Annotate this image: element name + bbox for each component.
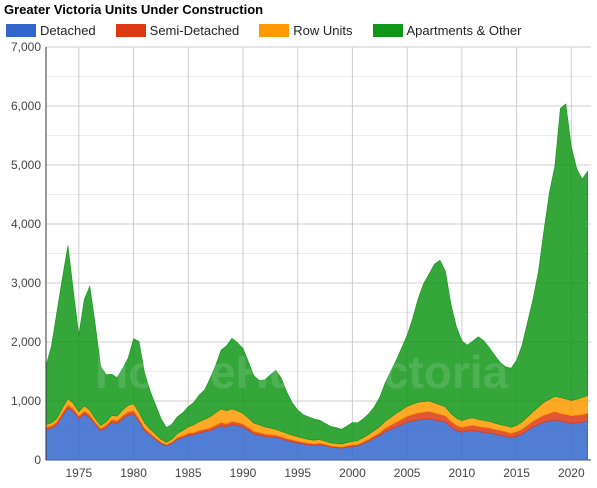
x-tick-label: 1985 (175, 466, 202, 480)
x-tick-label: 2005 (394, 466, 421, 480)
legend-item-row-units[interactable]: Row Units (259, 22, 353, 38)
legend: Detached Semi-Detached Row Units Apartme… (6, 22, 541, 38)
legend-label-apartments-other: Apartments & Other (406, 22, 522, 38)
y-tick-label: 3,000 (11, 276, 41, 290)
y-tick-label: 5,000 (11, 158, 41, 172)
legend-item-semi-detached[interactable]: Semi-Detached (115, 22, 240, 38)
legend-swatch-apartments-other (372, 23, 403, 37)
x-tick-label: 1995 (284, 466, 311, 480)
y-tick-label: 7,000 (11, 40, 41, 54)
x-tick-label: 2000 (339, 466, 366, 480)
legend-item-apartments-other[interactable]: Apartments & Other (372, 22, 522, 38)
x-tick-label: 1990 (230, 466, 257, 480)
legend-item-detached[interactable]: Detached (6, 23, 96, 38)
chart-title: Greater Victoria Units Under Constructio… (4, 2, 264, 17)
y-tick-label: 6,000 (11, 99, 41, 113)
x-tick-label: 2020 (558, 466, 585, 480)
y-tick-label: 4,000 (11, 217, 41, 231)
x-tick-label: 2010 (449, 466, 476, 480)
area-series-apartments-other[interactable] (45, 103, 588, 445)
stacked-areas (45, 103, 588, 461)
watermark-text: HouseHuntVictoria (95, 346, 509, 398)
legend-label-semi-detached: Semi-Detached (149, 22, 240, 38)
y-tick-label: 2,000 (11, 335, 41, 349)
axes: 0 1,000 2,000 3,000 4,000 5,000 6,000 7,000 1975… (11, 40, 585, 480)
y-tick-label: 0 (34, 453, 41, 467)
x-tick-label: 1975 (65, 466, 92, 480)
x-tick-label: 1980 (120, 466, 147, 480)
legend-label-detached: Detached (40, 22, 96, 38)
legend-swatch-row-units (259, 23, 290, 37)
y-tick-label: 1,000 (11, 394, 41, 408)
x-tick-label: 2015 (503, 466, 530, 480)
legend-swatch-semi-detached (115, 23, 146, 37)
legend-label-row-units: Row Units (293, 22, 353, 38)
legend-swatch-detached (6, 23, 36, 37)
